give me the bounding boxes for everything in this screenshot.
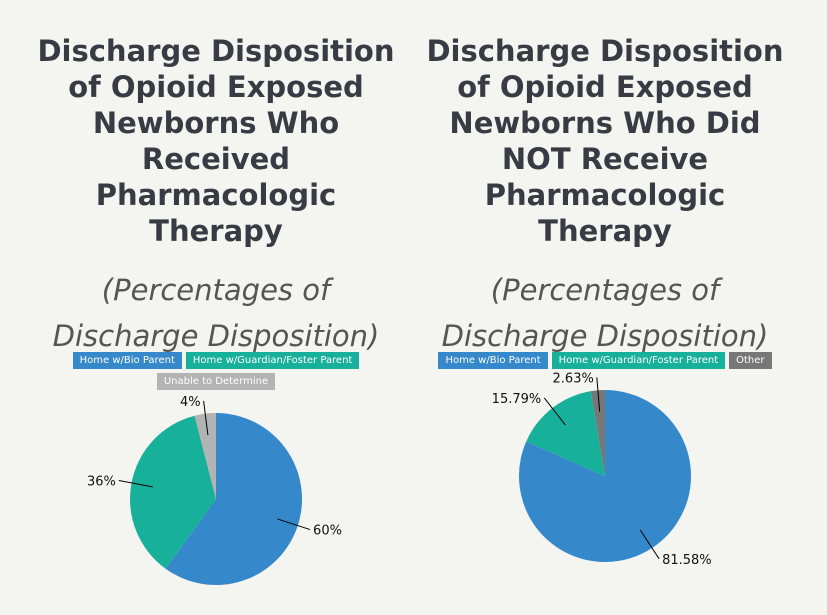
legend: Home w/Bio Parent Home w/Guardian/Foster … (405, 352, 805, 373)
legend-item[interactable]: Home w/Bio Parent (72, 352, 182, 369)
pie-slice[interactable] (526, 391, 605, 476)
chart-subtitle: (Percentages of Discharge Disposition) (52, 273, 380, 353)
data-label: 81.58% (662, 553, 712, 568)
data-label: 60% (313, 524, 342, 539)
chart-title: Discharge Disposition of Opioid Exposed … (37, 34, 395, 248)
pie-slice[interactable] (194, 413, 216, 499)
data-label: 2.63% (553, 371, 594, 386)
legend-item[interactable]: Home w/Guardian/Foster Parent (185, 352, 360, 369)
label-leader-line (203, 400, 209, 436)
chart-panel-1: Discharge Disposition of Opioid Exposed … (16, 0, 416, 390)
data-label: 4% (180, 395, 201, 410)
pie-slice[interactable] (590, 390, 605, 476)
pie-slice[interactable] (165, 413, 303, 585)
label-leader-line (118, 479, 153, 488)
label-leader-line (543, 397, 566, 426)
data-label: 15.79% (492, 392, 542, 407)
chart-title: Discharge Disposition of Opioid Exposed … (426, 34, 784, 248)
data-label: 36% (87, 474, 116, 489)
chart-subtitle: (Percentages of Discharge Disposition) (441, 273, 769, 353)
legend-item[interactable]: Other (729, 352, 772, 369)
legend-item[interactable]: Unable to Determine (156, 373, 276, 390)
pie-slice[interactable] (130, 415, 216, 569)
legend-item[interactable]: Home w/Guardian/Foster Parent (551, 352, 726, 369)
label-leader-line (277, 518, 311, 531)
label-leader-line (639, 529, 660, 560)
label-leader-line (596, 377, 601, 412)
legend-item[interactable]: Home w/Bio Parent (438, 352, 548, 369)
legend: Home w/Bio Parent Home w/Guardian/Foster … (31, 352, 401, 394)
chart-panel-2: Discharge Disposition of Opioid Exposed … (405, 0, 805, 369)
